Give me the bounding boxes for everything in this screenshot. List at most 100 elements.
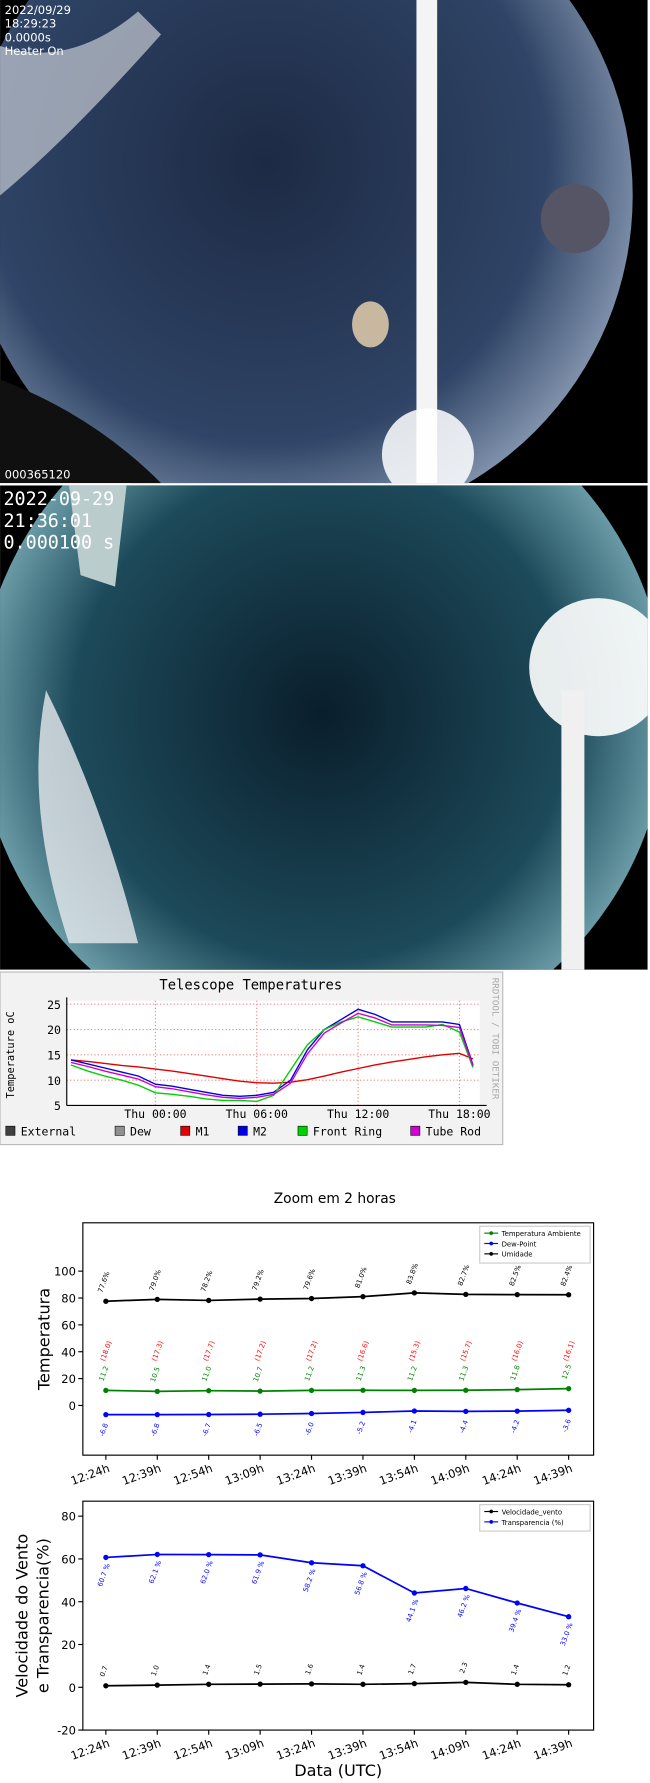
x-axis-label: Data (UTC) xyxy=(294,1761,382,1780)
data-point xyxy=(154,1388,160,1395)
data-point xyxy=(463,1679,469,1686)
data-point xyxy=(308,1681,315,1687)
data-point xyxy=(514,1408,520,1414)
x-tick-label: 13:39h xyxy=(326,1461,369,1488)
legend-label: Tube Rod xyxy=(426,1124,481,1138)
data-point xyxy=(360,1409,366,1416)
x-tick-label: 14:39h xyxy=(531,1736,574,1763)
data-label: 1.4 xyxy=(355,1663,366,1676)
data-point xyxy=(206,1552,212,1558)
x-tick-label: 13:24h xyxy=(274,1736,317,1763)
y-tick-label: 5 xyxy=(54,1099,61,1113)
y-tick-label: 80 xyxy=(61,1510,76,1524)
data-point xyxy=(257,1552,263,1558)
y-tick-label: 20 xyxy=(61,1638,76,1652)
y-tick-label: 40 xyxy=(61,1345,76,1359)
x-tick-label: Thu 00:00 xyxy=(124,1107,186,1121)
x-tick-label: Thu 06:00 xyxy=(226,1107,288,1121)
data-point xyxy=(514,1681,520,1687)
legend-swatch xyxy=(5,1125,16,1136)
x-tick-label: 12:39h xyxy=(120,1461,163,1488)
overlay-text: 2022-09-29 xyxy=(3,489,114,510)
data-point xyxy=(308,1387,315,1394)
overlay-text: 21:36:01 xyxy=(3,511,92,532)
data-point xyxy=(154,1411,160,1418)
data-point xyxy=(411,1408,418,1414)
data-point xyxy=(463,1387,469,1393)
x-tick-label: 12:39h xyxy=(120,1736,163,1763)
legend-marker xyxy=(489,1252,494,1256)
x-tick-label: 14:09h xyxy=(429,1461,472,1488)
legend-box xyxy=(479,1225,591,1264)
data-point xyxy=(411,1387,418,1394)
legend-swatch xyxy=(114,1125,125,1136)
x-tick-label: 13:54h xyxy=(377,1736,420,1763)
data-point xyxy=(360,1681,366,1687)
y-tick-label: 0 xyxy=(69,1681,76,1695)
series-line xyxy=(70,1012,474,1100)
x-tick-label: 12:24h xyxy=(69,1461,112,1488)
chart-title: Zoom em 2 horas xyxy=(274,1191,396,1207)
data-point xyxy=(206,1681,212,1687)
data-point xyxy=(206,1297,212,1304)
data-point xyxy=(565,1682,572,1688)
data-point xyxy=(206,1411,212,1418)
y-tick-label: 0 xyxy=(69,1399,76,1413)
y-tick-label: -20 xyxy=(57,1724,76,1738)
data-point xyxy=(257,1411,263,1417)
y-tick-label: 80 xyxy=(61,1292,76,1306)
legend-marker xyxy=(489,1231,494,1235)
series-line xyxy=(105,1387,569,1393)
x-tick-label: Thu 18:00 xyxy=(428,1107,490,1121)
data-point xyxy=(565,1386,572,1392)
data-point xyxy=(565,1292,572,1298)
x-tick-label: 13:39h xyxy=(326,1736,369,1763)
series-line xyxy=(70,1008,474,1098)
overlay-text: 000365120 xyxy=(5,468,71,482)
data-point xyxy=(103,1298,109,1304)
overlay-text: 18:29:23 xyxy=(5,17,57,31)
y-tick-label: 100 xyxy=(54,1265,76,1279)
y-axis-label: Velocidade do Vento xyxy=(13,1534,32,1698)
data-point xyxy=(103,1411,109,1418)
legend-label: Umidade xyxy=(502,1251,533,1259)
x-tick-label: 13:24h xyxy=(274,1461,317,1488)
y-tick-label: 15 xyxy=(47,1048,61,1062)
legend-label: M1 xyxy=(196,1124,210,1138)
series-line xyxy=(105,1681,569,1687)
legend-label: Temperatura Ambiente xyxy=(501,1230,581,1238)
x-tick-label: 14:24h xyxy=(480,1736,523,1763)
legend-label: Dew-Point xyxy=(502,1240,537,1248)
x-tick-label: 13:09h xyxy=(223,1461,266,1488)
data-point xyxy=(514,1292,520,1298)
y-axis-label: e Transparencia(%) xyxy=(33,1538,52,1693)
y-tick-label: 25 xyxy=(47,998,61,1012)
x-tick-label: 14:09h xyxy=(429,1736,472,1763)
series-line xyxy=(70,1016,474,1103)
legend-swatch xyxy=(180,1125,191,1136)
data-point xyxy=(360,1294,366,1300)
x-tick-label: 12:54h xyxy=(172,1461,215,1488)
data-point xyxy=(411,1290,418,1296)
legend-label: Velocidade_vento xyxy=(502,1508,563,1516)
data-point xyxy=(103,1387,109,1394)
side-text: RRDTOOL / TOBI OETIKER xyxy=(489,978,500,1100)
data-point xyxy=(103,1683,109,1689)
x-tick-label: 12:54h xyxy=(172,1736,215,1763)
overlay-text: Heater On xyxy=(5,44,64,58)
legend-label: M2 xyxy=(253,1124,267,1138)
overlay-text: 2022/09/29 xyxy=(5,3,71,17)
legend-swatch xyxy=(410,1125,421,1136)
legend-label: Transparencia (%) xyxy=(501,1519,564,1527)
data-point xyxy=(154,1296,160,1302)
legend-label: Dew xyxy=(130,1124,151,1138)
data-point xyxy=(308,1295,315,1302)
data-point xyxy=(463,1585,469,1592)
data-point xyxy=(257,1296,263,1302)
y-tick-label: 20 xyxy=(47,1023,61,1037)
data-point xyxy=(411,1590,418,1596)
data-label: 1.6 xyxy=(304,1663,315,1676)
legend-label: External xyxy=(21,1124,76,1138)
